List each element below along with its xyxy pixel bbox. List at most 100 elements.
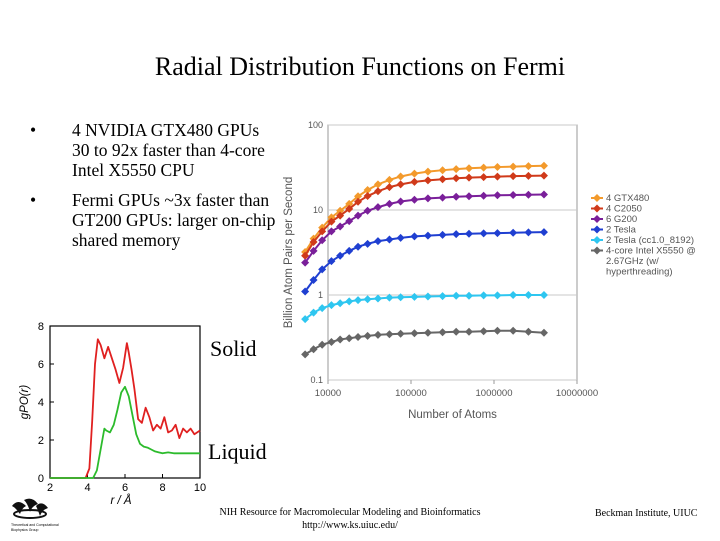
y-axis-label: Billion Atom Pairs per Second (283, 177, 295, 329)
data-point (493, 172, 502, 181)
data-point (354, 197, 363, 206)
legend-label: 2 Tesla (606, 225, 637, 236)
bullet-marker: • (30, 190, 37, 210)
legend-label: 6 G200 (606, 214, 637, 225)
data-point (336, 299, 345, 308)
data-point (385, 330, 394, 339)
y-tick-label: 100 (308, 120, 323, 130)
data-point (509, 228, 518, 237)
data-point (438, 193, 447, 202)
data-point (363, 295, 372, 304)
data-point (479, 327, 488, 336)
rdf-line-liquid (50, 385, 200, 479)
data-point (318, 236, 327, 245)
x-tick-label: 6 (122, 482, 128, 494)
legend-swatch-marker (593, 225, 601, 234)
footer-url[interactable]: http://www.ks.uiuc.edu/ (302, 520, 398, 531)
x-tick-label: 10000000 (556, 388, 598, 399)
data-point (396, 197, 405, 206)
data-point (363, 239, 372, 248)
slide-title: Radial Distribution Functions on Fermi (154, 52, 566, 81)
series-line (304, 294, 544, 320)
data-point (539, 171, 548, 180)
data-point (509, 326, 518, 335)
legend-label: 2.67GHz (w/ (606, 256, 659, 267)
data-point (309, 238, 318, 247)
data-point (385, 235, 394, 244)
data-point (327, 217, 336, 226)
data-point (327, 227, 336, 236)
x-tick-label: 2 (47, 482, 53, 494)
y-tick-label: 0 (38, 473, 44, 485)
footer-institute: Beckman Institute, UIUC (595, 508, 698, 519)
y-tick-label: 6 (38, 359, 44, 371)
data-point (465, 291, 474, 300)
y-tick-label: 10 (313, 205, 323, 215)
data-point (336, 206, 345, 215)
data-point (336, 211, 345, 220)
data-point (493, 163, 502, 172)
bullet-list: • 4 NVIDIA GTX480 GPUs 30 to 92x faster … (30, 120, 280, 260)
data-point (438, 175, 447, 184)
legend-label: hyperthreading) (606, 267, 673, 278)
data-point (524, 162, 533, 171)
data-point (327, 301, 336, 310)
data-point (385, 293, 394, 302)
legend-label: 2 Tesla (cc1.0_8192) (606, 235, 694, 246)
data-point (301, 287, 310, 296)
data-point (493, 326, 502, 335)
data-point (524, 228, 533, 237)
data-point (452, 192, 461, 201)
data-point (318, 227, 327, 236)
data-point (373, 237, 382, 246)
data-point (452, 230, 461, 239)
data-point (423, 231, 432, 240)
data-point (373, 180, 382, 189)
x-tick-label: 8 (159, 482, 165, 494)
data-point (452, 165, 461, 174)
data-point (423, 176, 432, 185)
data-point (373, 203, 382, 212)
bullet-marker: • (30, 120, 37, 140)
legend-swatch-marker (593, 194, 601, 202)
data-point (373, 330, 382, 339)
y-tick-label: 2 (38, 435, 44, 447)
y-tick-label: 4 (38, 397, 44, 409)
data-point (465, 164, 474, 173)
data-point (385, 175, 394, 184)
legend-swatch-marker (593, 204, 601, 213)
data-point (345, 297, 354, 306)
data-point (354, 333, 363, 342)
data-point (363, 206, 372, 215)
data-point (354, 242, 363, 251)
data-point (363, 192, 372, 201)
data-point (479, 291, 488, 300)
x-axis-label: r / Å (110, 494, 131, 507)
data-point (524, 190, 533, 199)
data-point (327, 213, 336, 222)
data-point (423, 167, 432, 176)
data-point (410, 169, 419, 178)
bullet-item: • 4 NVIDIA GTX480 GPUs 30 to 92x faster … (30, 120, 280, 180)
data-point (524, 171, 533, 180)
series-2-tesla (301, 228, 548, 296)
data-point (465, 327, 474, 336)
data-point (410, 292, 419, 301)
x-tick-label: 100000 (395, 388, 427, 399)
legend-swatch-marker (593, 215, 601, 223)
data-point (336, 251, 345, 260)
x-tick-label: 4 (84, 482, 90, 494)
data-point (396, 172, 405, 181)
data-point (423, 194, 432, 203)
institute-logo: Theoretical and Computational Biophysics… (8, 496, 60, 536)
legend-label: 4 GTX480 (606, 193, 649, 204)
data-point (509, 172, 518, 181)
data-point (345, 199, 354, 208)
data-point (410, 195, 419, 204)
data-point (493, 229, 502, 238)
data-point (336, 222, 345, 231)
footer-organization: NIH Resource for Macromolecular Modeling… (219, 507, 481, 518)
data-point (301, 258, 310, 267)
data-point (539, 228, 548, 237)
